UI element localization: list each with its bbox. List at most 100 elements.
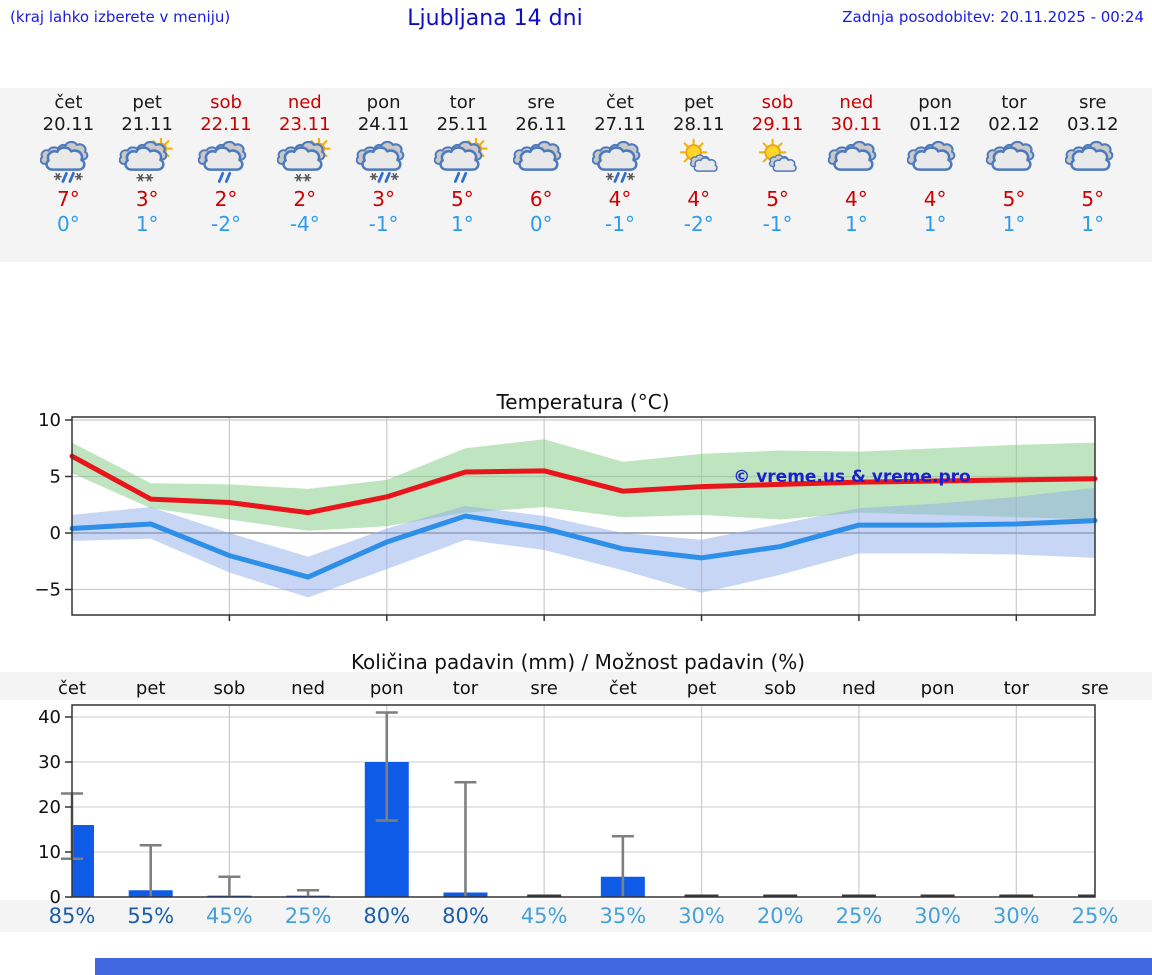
max-temperature: 6°: [529, 187, 553, 211]
cloud-shape: [991, 146, 1032, 171]
weather-icon-rain-snow: [355, 140, 404, 183]
day-column-9: pet 28.11 4° -2°: [659, 88, 738, 262]
day-column-8: čet 27.11 4° -1°: [581, 88, 660, 262]
watermark-link[interactable]: © vreme.us & vreme.pro: [733, 467, 970, 487]
plot-border: [71, 704, 1096, 898]
weather-icon-rain-snow: [591, 140, 641, 183]
min-temperature: 1°: [1081, 212, 1105, 236]
precip-probability-label: 35%: [600, 904, 647, 928]
day-label: tor: [453, 678, 479, 699]
cloud-shape: [45, 146, 86, 171]
weather-icon: [828, 138, 884, 184]
day-name: čet: [605, 92, 634, 113]
snowflake-shape: [54, 173, 63, 181]
raindrop-shape: [384, 171, 391, 183]
page-title: Ljubljana 14 dni: [407, 6, 583, 31]
cloud-shape: [439, 146, 480, 171]
day-date: 20.11: [42, 114, 95, 135]
day-name: pet: [683, 92, 714, 113]
last-updated-label: Zadnja posodobitev: 20.11.2025 - 00:24: [842, 8, 1144, 26]
weather-icon-rain: [197, 140, 247, 183]
cloud-shape: [912, 146, 953, 171]
day-column-7: sre 26.11 6° 0°: [502, 88, 581, 262]
snowflake-shape: [390, 173, 399, 181]
weather-icon-sun-snow: [119, 138, 173, 182]
raindrop-shape: [217, 171, 225, 183]
snowflake-shape: [302, 173, 312, 182]
precip-probability-label: 80%: [363, 904, 410, 928]
precip-probability-label: 25%: [836, 904, 883, 928]
precip-probability-label: 30%: [914, 904, 961, 928]
max-temperature: 5°: [1081, 187, 1105, 211]
probability-strip: [0, 900, 1152, 932]
day-column-13: tor 02.12 5° 1°: [975, 88, 1054, 262]
precip-bar-trace: [841, 894, 876, 897]
precip-probability-label: 55%: [127, 904, 174, 928]
snowflake-shape: [145, 173, 154, 182]
weather-icon: [907, 138, 963, 184]
max-temperature: 4°: [608, 187, 632, 211]
precip-bar: [72, 825, 94, 897]
min-temperature: 0°: [529, 212, 553, 236]
max-temperature: 5°: [451, 187, 474, 211]
day-name: ned: [287, 92, 322, 113]
weather-icon: [591, 138, 648, 184]
weather-icon: [750, 138, 806, 184]
max-temperature-line: [69, 453, 1098, 516]
bars-group: [72, 762, 1095, 897]
min-temperature: 1°: [135, 212, 159, 236]
weather-icon-cloudy: [1064, 140, 1114, 171]
day-label: sre: [1081, 678, 1108, 699]
max-temperature: 4°: [845, 187, 868, 211]
precip-probability-label: 45%: [206, 904, 253, 928]
day-date: 22.11: [200, 114, 252, 135]
day-date: 03.12: [1066, 114, 1119, 135]
day-column-3: sob 22.11 2° -2°: [187, 88, 266, 262]
min-temperature-line: [69, 513, 1098, 580]
precipitation-chart: Količina padavin (mm) / Možnost padavin …: [0, 650, 1152, 932]
day-label: sob: [764, 678, 796, 699]
day-label: čet: [609, 678, 637, 699]
y-tick-label: 20: [38, 797, 61, 818]
min-temperature: 1°: [845, 212, 868, 236]
y-tick-label: 40: [38, 707, 61, 728]
weather-icon: [434, 138, 490, 184]
min-temperature: 1°: [451, 212, 474, 236]
weather-icon: [119, 138, 175, 184]
weather-icon: [40, 138, 96, 184]
weather-icon-sun-rain: [434, 138, 489, 183]
day-name: pon: [366, 92, 401, 113]
day-column-4: ned 23.11 2° -4°: [265, 88, 344, 262]
precip-bar-trace: [1078, 894, 1095, 897]
day-name: pon: [918, 92, 953, 113]
weather-icon-cloudy: [985, 140, 1035, 171]
day-name: čet: [54, 92, 83, 113]
min-temperature: 1°: [923, 212, 947, 236]
y-tick-label: −5: [34, 580, 61, 601]
weather-icon: [513, 138, 569, 184]
raindrop-shape: [377, 171, 384, 183]
day-labels-strip: [0, 672, 1152, 700]
y-tick-label: 10: [38, 842, 61, 863]
day-date: 21.11: [121, 114, 173, 135]
precip-probability-label: 45%: [521, 904, 568, 928]
max-temperature: 2°: [293, 187, 317, 211]
temperature-chart: 10 5 0 −5 Temperatura (°C) © vreme.us & vreme…: [34, 390, 1098, 621]
max-temperature: 5°: [766, 187, 789, 211]
cloud-shape: [518, 146, 559, 171]
raindrop-shape: [68, 171, 76, 183]
day-date: 28.11: [673, 114, 725, 135]
precip-probability-label: 30%: [993, 904, 1040, 928]
max-temperature: 5°: [1002, 187, 1026, 211]
snowflake-shape: [626, 173, 635, 181]
snowflake-shape: [294, 173, 303, 182]
precip-bar-trace: [527, 894, 562, 897]
day-name: sre: [527, 92, 555, 113]
day-label: pon: [921, 678, 955, 699]
day-date: 25.11: [436, 114, 489, 135]
snowflake-shape: [75, 173, 84, 181]
weather-icon: [1064, 138, 1121, 184]
temperature-chart-title: Temperatura (°C): [495, 390, 669, 414]
precip-probability-label: 20%: [757, 904, 804, 928]
day-date: 27.11: [594, 114, 646, 135]
